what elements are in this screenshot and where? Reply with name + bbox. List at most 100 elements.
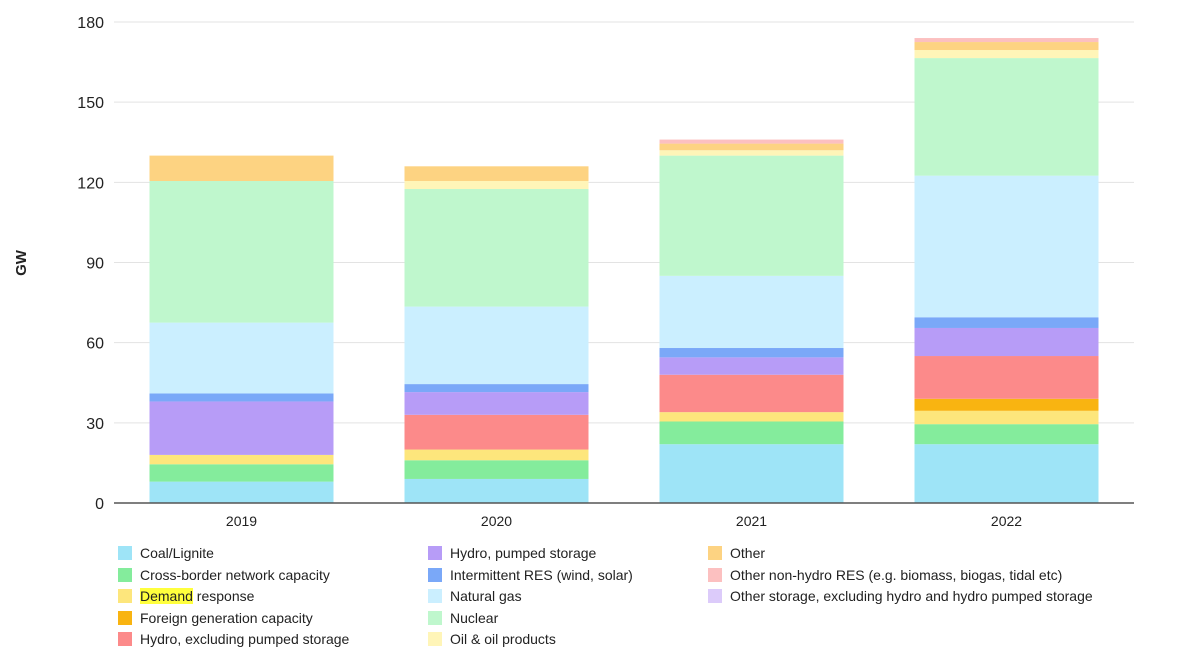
legend-label-text: Foreign generation capacity xyxy=(140,609,313,626)
legend-label: Demand response xyxy=(140,588,254,604)
bar-segment xyxy=(149,481,334,503)
bar-segment xyxy=(149,401,334,455)
bar-segment xyxy=(404,392,589,415)
legend-label-text: Intermittent RES (wind, solar) xyxy=(450,566,633,583)
bar-segment xyxy=(659,421,844,445)
bar-segment xyxy=(914,42,1099,51)
legend-label-text: Hydro, excluding pumped storage xyxy=(140,631,350,647)
legend-label: Oil & oil products xyxy=(450,631,556,647)
legend-item: Demand response xyxy=(118,588,254,604)
legend-item: Cross-border network capacity xyxy=(118,567,330,583)
bar-segment xyxy=(914,317,1099,328)
bar-segment xyxy=(914,444,1099,503)
bar-segment xyxy=(659,348,844,358)
x-tick-label: 2022 xyxy=(991,513,1022,529)
legend-label-text: Other non-hydro RES (e.g. biomass, bioga… xyxy=(730,566,1063,583)
bar-segment xyxy=(404,306,589,385)
highlighted-text: Demand xyxy=(140,588,193,604)
y-tick-label: 180 xyxy=(77,15,104,32)
legend-swatch xyxy=(708,567,722,582)
legend-label-text: Natural gas xyxy=(450,588,522,604)
bar-segment xyxy=(149,454,334,465)
legend-item: Intermittent RES (wind, solar) xyxy=(428,567,633,583)
legend-swatch xyxy=(428,589,442,603)
legend-label-text: Other storage, excluding hydro and hydro… xyxy=(730,588,1093,604)
legend-item: Coal/Lignite xyxy=(118,545,214,561)
y-tick-label: 120 xyxy=(77,175,104,192)
bar-segment xyxy=(914,356,1099,399)
bar-segment xyxy=(659,155,844,276)
bar-segment xyxy=(149,155,334,181)
legend-swatch xyxy=(708,546,722,560)
legend-label: Foreign generation capacity xyxy=(140,610,313,626)
bar-segment xyxy=(914,50,1099,59)
legend-item: Other xyxy=(708,545,765,561)
legend-swatch xyxy=(428,632,442,646)
x-tick-label: 2021 xyxy=(736,513,767,529)
bar-segment xyxy=(659,139,844,144)
y-tick-label: 150 xyxy=(77,95,104,112)
bar-segment xyxy=(404,166,589,181)
legend-label-text: Cross-border network capacity xyxy=(140,566,330,583)
legend-label: Cross-border network capacity xyxy=(140,567,330,583)
bar-segment xyxy=(659,275,844,349)
bar-segment xyxy=(404,449,589,461)
legend-label: Hydro, excluding pumped storage xyxy=(140,631,349,647)
legend-label-text: Coal/Lignite xyxy=(140,545,214,561)
bar-segment xyxy=(914,58,1099,176)
legend-swatch xyxy=(708,589,722,603)
bar-segment xyxy=(914,398,1099,411)
bar-segment xyxy=(914,38,1099,43)
bar-segment xyxy=(659,444,844,503)
bar-segment xyxy=(659,150,844,156)
chart-legend: Coal/Lignite Cross-border network capacit… xyxy=(118,545,1168,653)
bar-segment xyxy=(149,180,334,323)
legend-swatch xyxy=(428,610,442,625)
bar-segment xyxy=(404,180,589,190)
legend-label-text: response xyxy=(192,588,255,604)
bar-segment xyxy=(404,414,589,450)
bar-segment xyxy=(149,464,334,482)
legend-label: Hydro, pumped storage xyxy=(450,545,596,561)
legend-label-text: Nuclear xyxy=(450,609,499,626)
legend-item: Natural gas xyxy=(428,588,522,604)
y-tick-label: 60 xyxy=(86,336,104,353)
bar-segment xyxy=(914,424,1099,445)
legend-swatch xyxy=(118,567,132,582)
legend-label-text: Hydro, pumped storage xyxy=(450,545,597,561)
bar-segment xyxy=(914,327,1099,357)
legend-label-text: Oil & oil products xyxy=(450,631,556,647)
y-tick-label: 30 xyxy=(86,416,104,433)
y-tick-label: 90 xyxy=(86,256,104,273)
x-tick-label: 2020 xyxy=(481,513,512,529)
stacked-bar-chart: 0 30 60 90 120 150 180 GW 2019 2020 2021 2022 xyxy=(13,15,1134,529)
legend-item: Oil & oil products xyxy=(428,631,556,647)
legend-swatch xyxy=(428,546,442,560)
legend-swatch xyxy=(118,546,132,560)
y-tick-label: 0 xyxy=(95,496,104,513)
bar-segment xyxy=(659,143,844,151)
bar-segment xyxy=(659,374,844,413)
bar-segment xyxy=(404,478,589,503)
legend-swatch xyxy=(118,589,132,603)
legend-swatch xyxy=(428,567,442,582)
legend-item: Foreign generation capacity xyxy=(118,610,313,626)
legend-label: Nuclear xyxy=(450,610,498,626)
legend-label: Other non-hydro RES (e.g. biomass, bioga… xyxy=(730,567,1062,583)
legend-label: Coal/Lignite xyxy=(140,545,214,561)
legend-item: Other non-hydro RES (e.g. biomass, bioga… xyxy=(708,567,1062,583)
x-tick-label: 2019 xyxy=(226,513,257,529)
legend-swatch xyxy=(118,632,132,646)
legend-label: Other xyxy=(730,545,765,561)
bar-segment xyxy=(404,189,589,307)
bar-segment xyxy=(149,322,334,394)
legend-label: Other storage, excluding hydro and hydro… xyxy=(730,588,1093,604)
bar-segment xyxy=(404,460,589,479)
bar-segment xyxy=(659,357,844,375)
legend-swatch xyxy=(118,610,132,625)
legend-item: Hydro, excluding pumped storage xyxy=(118,631,349,647)
bar-segment xyxy=(659,412,844,422)
legend-item: Hydro, pumped storage xyxy=(428,545,596,561)
bar-segment xyxy=(914,175,1099,318)
legend-label: Intermittent RES (wind, solar) xyxy=(450,567,633,583)
